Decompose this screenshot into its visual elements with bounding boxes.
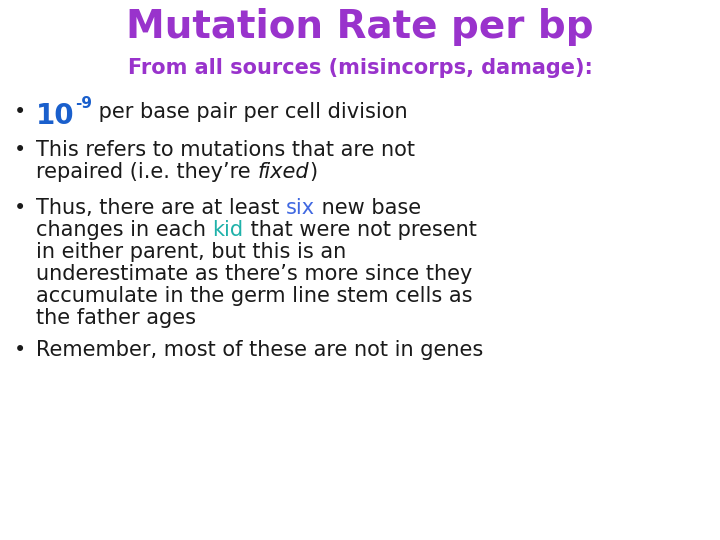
Text: Remember, most of these are not in genes: Remember, most of these are not in genes xyxy=(36,340,483,360)
Text: six: six xyxy=(286,198,315,218)
Text: that were not present: that were not present xyxy=(244,220,477,240)
Text: repaired (i.e. they’re: repaired (i.e. they’re xyxy=(36,162,257,182)
Text: new base: new base xyxy=(315,198,421,218)
Text: •: • xyxy=(14,140,26,160)
Text: •: • xyxy=(14,102,26,122)
Text: underestimate as there’s more since they: underestimate as there’s more since they xyxy=(36,264,472,284)
Text: kid: kid xyxy=(212,220,244,240)
Text: the father ages: the father ages xyxy=(36,308,196,328)
Text: fixed: fixed xyxy=(257,162,309,182)
Text: Thus, there are at least: Thus, there are at least xyxy=(36,198,286,218)
Text: changes in each: changes in each xyxy=(36,220,212,240)
Text: in either parent, but this is an: in either parent, but this is an xyxy=(36,242,346,262)
Text: •: • xyxy=(14,340,26,360)
Text: ): ) xyxy=(309,162,317,182)
Text: From all sources (misincorps, damage):: From all sources (misincorps, damage): xyxy=(127,58,593,78)
Text: -9: -9 xyxy=(75,97,91,111)
Text: Mutation Rate per bp: Mutation Rate per bp xyxy=(126,8,594,46)
Text: 10: 10 xyxy=(36,102,75,130)
Text: •: • xyxy=(14,198,26,218)
Text: This refers to mutations that are not: This refers to mutations that are not xyxy=(36,140,415,160)
Text: accumulate in the germ line stem cells as: accumulate in the germ line stem cells a… xyxy=(36,286,472,306)
Text: per base pair per cell division: per base pair per cell division xyxy=(91,102,408,122)
